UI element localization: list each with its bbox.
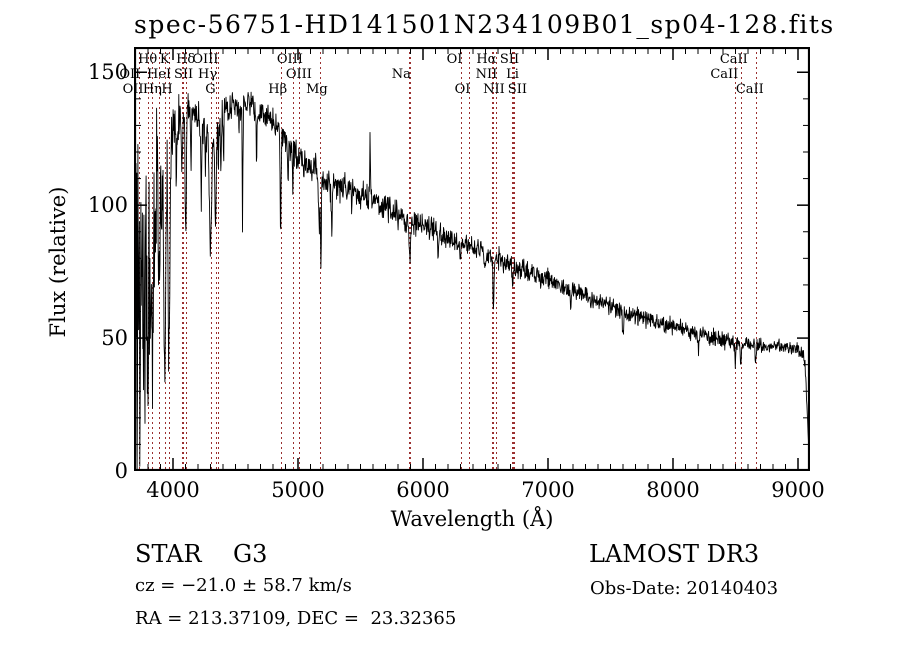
y-axis-title: Flux (relative) (46, 186, 70, 338)
x-tick-label: 6000 (396, 478, 450, 502)
object-type-label: STAR (135, 540, 202, 568)
radial-velocity: cz = −21.0 ± 58.7 km/s (135, 575, 352, 596)
survey-release: LAMOST DR3 (589, 540, 760, 568)
plot-title: spec-56751-HD141501N234109B01_sp04-128.f… (134, 10, 835, 39)
x-tick-label: 5000 (271, 478, 325, 502)
x-tick-label: 4000 (146, 478, 200, 502)
object-subclass: G3 (233, 540, 268, 568)
y-tick-label: 150 (87, 60, 128, 85)
spectrum-plot-canvas (133, 46, 811, 472)
ra-dec-coordinates: RA = 213.37109, DEC = 23.32365 (135, 608, 457, 629)
plot-area (133, 46, 811, 472)
observation-date: Obs-Date: 20140403 (590, 578, 779, 599)
plot-frame (133, 46, 811, 472)
y-tick-label: 50 (101, 326, 128, 351)
y-tick-label: 100 (87, 193, 128, 218)
x-tick-label: 9000 (771, 478, 825, 502)
spectrum-trace (134, 91, 811, 471)
x-tick-label: 8000 (646, 478, 700, 502)
x-tick-label: 7000 (521, 478, 575, 502)
y-tick-label: 0 (114, 459, 128, 483)
x-axis-title: Wavelength (Å) (390, 507, 554, 531)
